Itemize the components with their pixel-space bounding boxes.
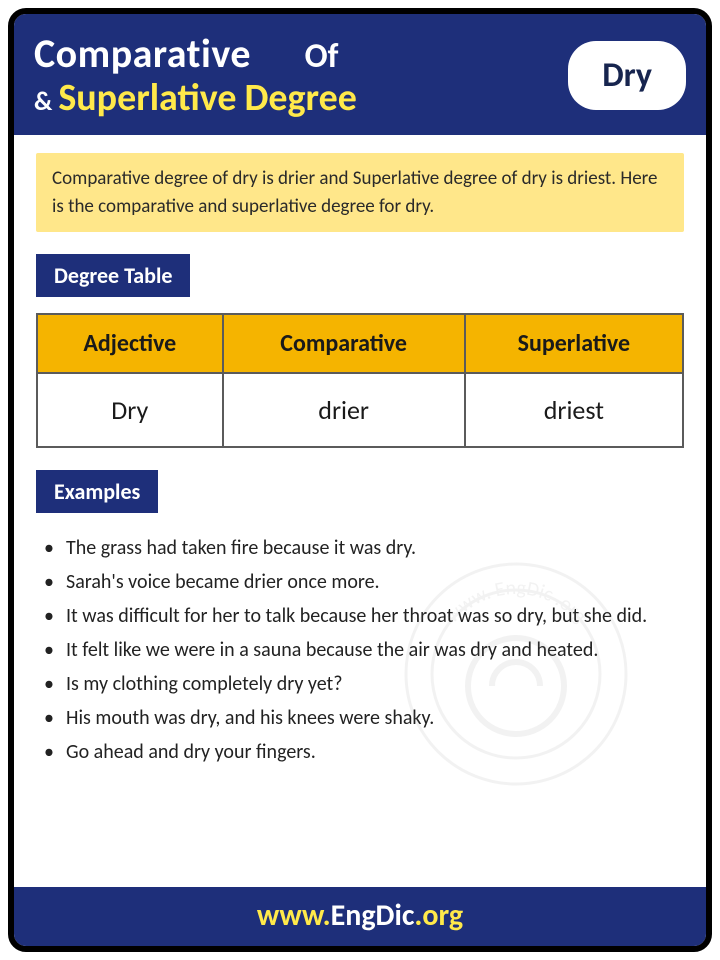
- list-item: It was difficult for her to talk because…: [40, 599, 680, 633]
- header-text-block: Comparative Of & Superlative Degree: [34, 32, 554, 119]
- footer-brand: EngDic: [331, 897, 415, 934]
- header-degree: Degree: [244, 77, 356, 120]
- list-item: The grass had taken fire because it was …: [40, 531, 680, 565]
- list-item: Sarah's voice became drier once more.: [40, 565, 680, 599]
- header-ampersand: &: [34, 87, 52, 116]
- header-row2: & Superlative Degree: [34, 77, 554, 120]
- list-item: Go ahead and dry your fingers.: [40, 735, 680, 769]
- examples-list: The grass had taken fire because it was …: [36, 531, 684, 769]
- col-comparative: Comparative: [223, 314, 465, 373]
- cell-adjective: Dry: [37, 373, 223, 447]
- cell-superlative: driest: [465, 373, 683, 447]
- intro-box: Comparative degree of dry is drier and S…: [36, 153, 684, 232]
- footer-org: .org: [414, 897, 463, 934]
- footer-www: www.: [257, 897, 331, 934]
- header-comparative: Comparative: [34, 29, 251, 78]
- degree-table-label: Degree Table: [36, 254, 190, 297]
- cell-comparative: drier: [223, 373, 465, 447]
- examples-label: Examples: [36, 470, 158, 513]
- header-of: Of: [305, 36, 339, 77]
- table-header-row: Adjective Comparative Superlative: [37, 314, 683, 373]
- footer-banner: www.EngDic.org: [14, 887, 706, 946]
- col-superlative: Superlative: [465, 314, 683, 373]
- content-area: Comparative degree of dry is drier and S…: [14, 135, 706, 769]
- table-row: Dry drier driest: [37, 373, 683, 447]
- page-frame: Comparative Of & Superlative Degree Dry …: [8, 8, 712, 952]
- header-banner: Comparative Of & Superlative Degree Dry: [14, 14, 706, 135]
- list-item: Is my clothing completely dry yet?: [40, 667, 680, 701]
- list-item: His mouth was dry, and his knees were sh…: [40, 701, 680, 735]
- word-pill: Dry: [568, 41, 686, 110]
- col-adjective: Adjective: [37, 314, 223, 373]
- degree-table: Adjective Comparative Superlative Dry dr…: [36, 313, 684, 448]
- list-item: It felt like we were in a sauna because …: [40, 633, 680, 667]
- header-row1: Comparative Of: [34, 32, 554, 77]
- header-superlative: Superlative: [58, 77, 236, 120]
